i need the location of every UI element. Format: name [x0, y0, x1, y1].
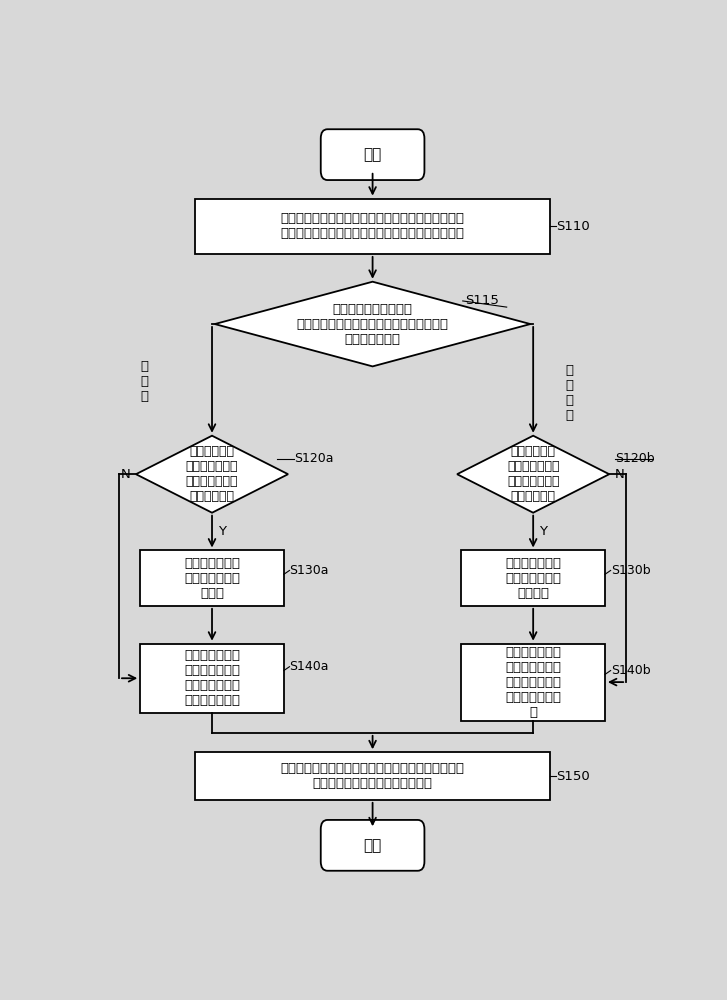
Bar — [462, 644, 605, 721]
Text: 外
接
耳
机: 外 接 耳 机 — [566, 364, 574, 422]
Text: 判断所述通话或音频多
媒体播放是通过移动终端的扬声器还是外接
耳机播放音频流: 判断所述通话或音频多 媒体播放是通过移动终端的扬声器还是外接 耳机播放音频流 — [297, 303, 449, 346]
Bar — [140, 550, 284, 606]
Text: S120b: S120b — [615, 452, 654, 465]
Text: 调用所述相应的
外接耳机预设音
量设定值: 调用所述相应的 外接耳机预设音 量设定值 — [505, 557, 561, 600]
Polygon shape — [136, 436, 288, 513]
Bar — [462, 550, 605, 606]
Text: 判断当前级别
的噪音信号是否
配置有相应的预
设音量设定值: 判断当前级别 的噪音信号是否 配置有相应的预 设音量设定值 — [186, 445, 238, 503]
Bar — [195, 752, 550, 800]
Text: S115: S115 — [465, 294, 499, 307]
Text: S140b: S140b — [611, 664, 650, 677]
Text: 调用所述相应的
扬声器预设音量
设定值: 调用所述相应的 扬声器预设音量 设定值 — [184, 557, 240, 600]
Text: S140a: S140a — [289, 660, 329, 673]
Text: 根据当前级别的
噪音信号建立一
个相应的扬声器
推荐音量设定值: 根据当前级别的 噪音信号建立一 个相应的扬声器 推荐音量设定值 — [184, 649, 240, 707]
Text: S110: S110 — [555, 220, 590, 233]
Text: 扬
声
器: 扬 声 器 — [140, 360, 148, 403]
Text: 判断当前级别
的噪音信号是否
配置有相应的预
设音量设定值: 判断当前级别 的噪音信号是否 配置有相应的预 设音量设定值 — [507, 445, 559, 503]
FancyBboxPatch shape — [321, 129, 425, 180]
Text: 根据当前级别的
噪音信号建立一
个相应的外接耳
机推荐音量设定
值: 根据当前级别的 噪音信号建立一 个相应的外接耳 机推荐音量设定 值 — [505, 646, 561, 719]
Polygon shape — [457, 436, 609, 513]
Text: S130b: S130b — [611, 564, 650, 577]
Text: 检测环境的噪音生成相应的噪音信号并确定所述噪音
信号的级别，所述级别按照所述噪音的分贝大小分级: 检测环境的噪音生成相应的噪音信号并确定所述噪音 信号的级别，所述级别按照所述噪音… — [281, 212, 465, 240]
Text: N: N — [121, 468, 130, 481]
FancyBboxPatch shape — [321, 820, 425, 871]
Text: Y: Y — [539, 525, 547, 538]
Bar — [140, 644, 284, 713]
Polygon shape — [215, 282, 531, 366]
Text: 获取改变音量大小的操作信号，改变所述预设音量设
定值或所述推荐音量设定值并存储: 获取改变音量大小的操作信号，改变所述预设音量设 定值或所述推荐音量设定值并存储 — [281, 762, 465, 790]
Text: S120a: S120a — [294, 452, 333, 465]
Text: S130a: S130a — [289, 564, 329, 577]
Bar — [195, 199, 550, 254]
Text: Y: Y — [217, 525, 225, 538]
Text: 结束: 结束 — [364, 838, 382, 853]
Text: N: N — [615, 468, 624, 481]
Text: S150: S150 — [555, 770, 590, 783]
Text: 开始: 开始 — [364, 147, 382, 162]
